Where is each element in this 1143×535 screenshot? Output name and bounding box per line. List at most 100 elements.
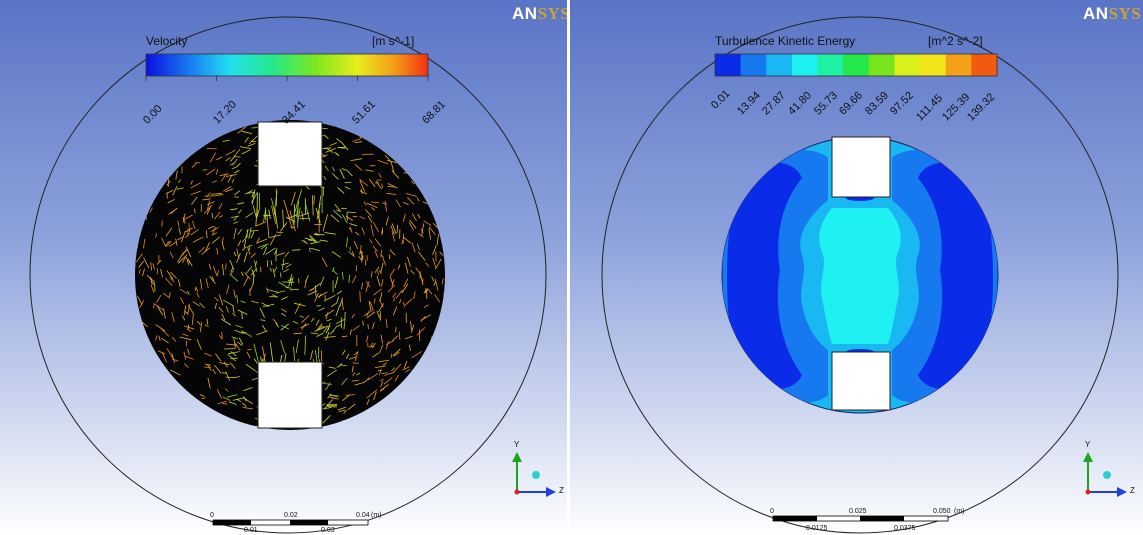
velocity-vector: [369, 203, 378, 209]
velocity-vector: [216, 169, 219, 175]
velocity-vector: [199, 322, 203, 332]
velocity-vector: [204, 363, 211, 366]
velocity-vector: [327, 406, 337, 408]
velocity-vector: [367, 323, 369, 330]
velocity-vector: [234, 190, 241, 196]
velocity-vector: [335, 305, 341, 317]
velocity-vector: [281, 312, 287, 317]
velocity-vector: [360, 189, 363, 194]
velocity-vector: [225, 149, 236, 156]
velocity-vector: [366, 335, 369, 343]
velocity-vector: [338, 409, 346, 413]
velocity-vector: [152, 263, 156, 270]
velocity-vector: [158, 335, 161, 341]
velocity-vector: [235, 149, 241, 155]
velocity-vector: [385, 340, 395, 345]
velocity-vector: [315, 319, 320, 326]
velocity-vector: [389, 249, 396, 256]
velocity-vector: [142, 268, 145, 277]
velocity-vector: [372, 389, 378, 394]
velocity-vector: [359, 134, 371, 139]
velocity-vector: [233, 216, 238, 221]
velocity-vector: [227, 394, 238, 398]
velocity-vector: [186, 290, 190, 295]
velocity-vector: [222, 139, 230, 142]
velocity-vector: [182, 249, 188, 255]
velocity-vector: [192, 301, 200, 307]
velocity-vector: [393, 297, 395, 302]
axis-triad: [1083, 452, 1127, 497]
velocity-vector: [219, 362, 230, 366]
velocity-vector: [245, 190, 253, 195]
legend-units: [m^2 s^-2]: [928, 34, 983, 48]
velocity-vector: [351, 379, 360, 382]
velocity-vector: [181, 230, 186, 243]
velocity-vector: [396, 224, 399, 234]
velocity-vector: [352, 251, 355, 258]
velocity-vector: [176, 187, 184, 190]
velocity-vector: [223, 361, 228, 368]
colorbar-band: [868, 54, 895, 76]
velocity-vector: [423, 304, 429, 309]
velocity-vector: [235, 324, 243, 328]
velocity-vector: [405, 193, 417, 197]
scale-label: 0.01: [244, 527, 258, 534]
velocity-vector: [344, 186, 351, 190]
velocity-vector: [416, 327, 426, 336]
velocity-vector: [230, 208, 238, 211]
velocity-vector: [417, 251, 426, 261]
velocity-vector: [275, 323, 280, 328]
velocity-vector: [179, 336, 192, 341]
velocity-vector: [233, 251, 237, 257]
velocity-vector: [374, 266, 380, 273]
velocity-vector: [401, 283, 409, 294]
velocity-vector: [353, 351, 359, 356]
velocity-vector: [416, 197, 420, 202]
velocity-vector: [216, 156, 223, 161]
velocity-vector: [233, 337, 236, 349]
velocity-vector: [251, 127, 258, 129]
velocity-vector: [215, 194, 224, 196]
velocity-vector: [391, 367, 396, 372]
tke-viewport[interactable]: ANSYS Turbulence Kinetic Energy [m^2 s^-…: [570, 0, 1143, 535]
velocity-vector: [331, 325, 338, 334]
velocity-vector: [246, 266, 253, 274]
velocity-vector: [218, 335, 223, 340]
velocity-vector: [230, 266, 234, 273]
velocity-vector: [371, 207, 376, 211]
velocity-vector: [212, 368, 216, 375]
velocity-vector: [325, 331, 330, 341]
velocity-vector: [146, 275, 155, 283]
velocity-vector: [428, 226, 436, 236]
velocity-vector: [183, 351, 187, 360]
velocity-vector: [250, 231, 255, 239]
velocity-vector: [321, 407, 332, 410]
velocity-vector: [352, 325, 360, 331]
velocity-vector: [190, 190, 201, 195]
velocity-viewport[interactable]: ANSYS Velocity [m s^-1] 0.00 17.20 34.41…: [0, 0, 567, 535]
velocity-vector: [156, 294, 162, 303]
velocity-vector: [253, 343, 260, 365]
velocity-vector: [196, 292, 200, 298]
velocity-vector: [250, 230, 259, 232]
velocity-vector: [441, 278, 444, 285]
velocity-vector: [206, 230, 208, 239]
velocity-vector: [379, 344, 384, 354]
axis-y-label: Y: [514, 440, 520, 449]
velocity-vector: [294, 303, 301, 314]
velocity-vector: [280, 296, 288, 301]
velocity-vector: [150, 278, 155, 286]
velocity-vector: [359, 180, 365, 192]
velocity-vector: [225, 263, 227, 270]
velocity-vector: [443, 293, 445, 303]
velocity-vector: [327, 369, 338, 377]
length-scale-bar: [212, 519, 369, 526]
velocity-vector: [251, 189, 256, 205]
velocity-vector: [385, 319, 388, 328]
velocity-vector: [266, 213, 270, 238]
velocity-vector: [324, 165, 329, 172]
velocity-vector: [221, 331, 223, 338]
velocity-vector: [168, 241, 177, 247]
velocity-vector: [255, 238, 268, 244]
velocity-vector: [382, 257, 387, 266]
